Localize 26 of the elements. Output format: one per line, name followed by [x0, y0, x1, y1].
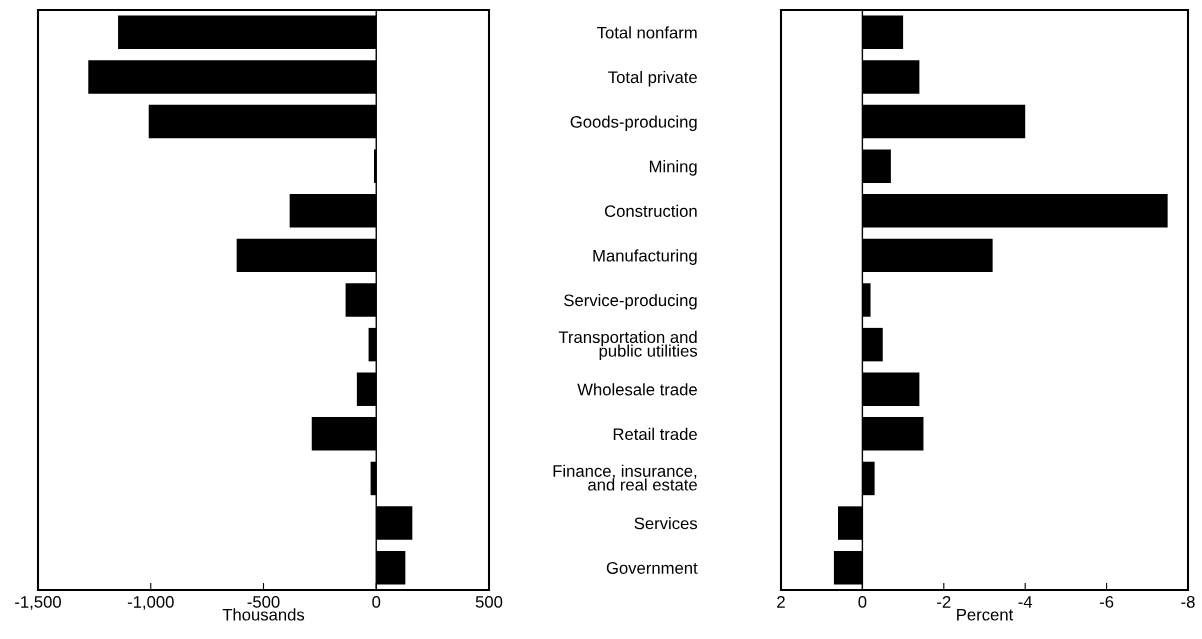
x-tick-label: -500	[247, 596, 280, 608]
y-tick-label: Total nonfarm	[597, 26, 697, 39]
x-axis-title: Thousands	[222, 608, 305, 621]
y-tick-label: Services	[634, 517, 698, 530]
x-tick-label: -2	[937, 596, 951, 608]
y-tick-label: Manufacturing	[593, 249, 697, 265]
y-tick-label: Government	[606, 562, 698, 574]
x-tick-label: -1,000	[127, 596, 174, 610]
y-tick-label: Total private	[608, 70, 697, 87]
x-tick-label: -1,500	[15, 596, 61, 610]
x-tick-label: -4	[1018, 596, 1033, 608]
y-tick-label: Construction	[604, 204, 697, 217]
y-tick-label: Goods-producing	[570, 115, 697, 132]
y-tick-label: Wholesale trade	[577, 383, 697, 396]
y-tick-label: Finance, insurance, and real estate	[553, 464, 697, 491]
x-tick-label: 2	[777, 596, 785, 608]
y-tick-label: Service-producing	[564, 293, 697, 310]
x-tick-label: 500	[475, 596, 503, 608]
x-axis-title: Percent	[957, 608, 1014, 621]
y-tick-label: Transportation and public utilities	[558, 330, 698, 361]
y-tick-label: Mining	[649, 160, 697, 176]
x-tick-label: 0	[372, 596, 381, 608]
x-tick-label: -6	[1099, 596, 1114, 608]
x-tick-label: 0	[858, 596, 867, 608]
y-tick-label: Retail trade	[613, 427, 697, 441]
x-tick-label: -8	[1181, 596, 1195, 608]
